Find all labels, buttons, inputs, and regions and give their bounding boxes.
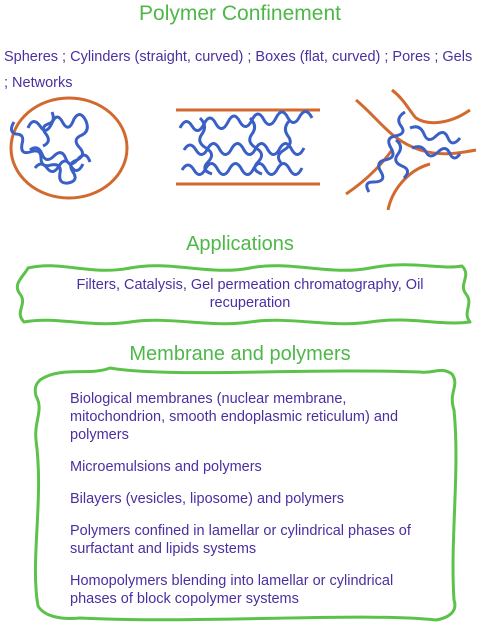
polymer-chain-cylinder [178, 110, 314, 176]
membrane-frame [33, 366, 458, 622]
membrane-heading: Membrane and polymers [129, 343, 351, 365]
page-title: Polymer Confinement [139, 2, 341, 25]
pore-confinement-illustration [345, 88, 477, 211]
polymer-chain-pore [365, 110, 462, 193]
applications-frame [15, 263, 472, 326]
sphere-confinement-illustration [9, 96, 129, 200]
list-item: Microemulsions and polymers [70, 459, 262, 475]
membrane-list: Biological membranes (nuclear membrane, … [70, 390, 440, 622]
confinement-geometries-text: Spheres ; Cylinders (straight, curved) ;… [4, 49, 473, 91]
polymer-chain-sphere [9, 111, 92, 185]
list-item: Bilayers (vesicles, liposome) and polyme… [70, 491, 344, 507]
list-item: Biological membranes (nuclear membrane, … [70, 391, 399, 443]
applications-text: Filters, Catalysis, Gel permeation chrom… [76, 277, 424, 311]
list-item: Homopolymers blending into lamellar or c… [70, 573, 394, 607]
cylinder-confinement-illustration [176, 108, 320, 186]
list-item: Polymers confined in lamellar or cylindr… [70, 523, 411, 557]
applications-heading: Applications [186, 233, 294, 255]
